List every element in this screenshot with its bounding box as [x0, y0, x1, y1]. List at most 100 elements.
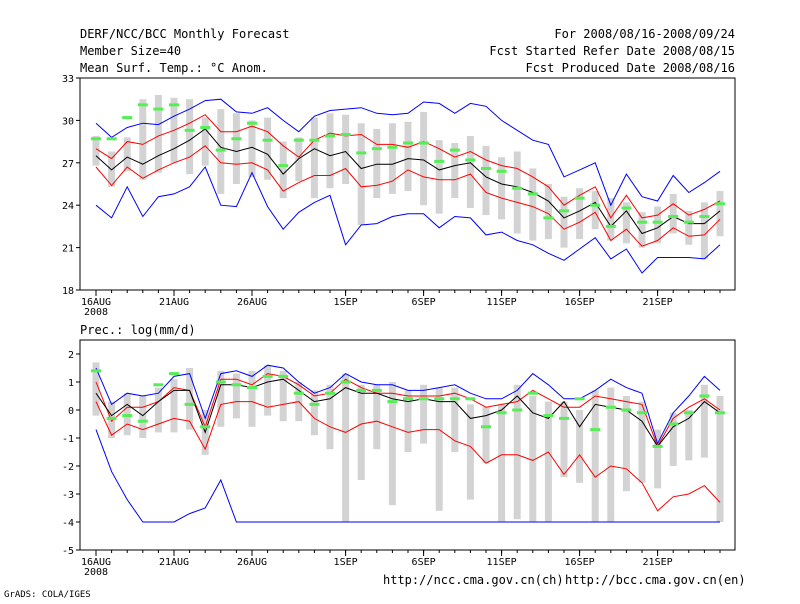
- temp-box-39: [700, 202, 708, 259]
- temp-box-1: [108, 151, 116, 187]
- temp-observed-13: [293, 138, 304, 142]
- temp-box-40: [716, 191, 724, 237]
- temp-observed-15: [325, 134, 335, 138]
- prec-series-lower: [95, 401, 721, 512]
- prec-series-mean: [95, 378, 721, 448]
- temp-box-19: [388, 123, 396, 194]
- temp-xtick-label-6: 16SEP: [565, 297, 595, 308]
- temp-observed-26: [496, 169, 507, 173]
- prec-box-25: [482, 407, 490, 464]
- prec-box-34: [622, 396, 630, 492]
- prec-box-6: [186, 368, 194, 430]
- temp-observed-30: [559, 209, 569, 213]
- prec-box-18: [373, 384, 381, 450]
- temp-box-14: [310, 117, 318, 199]
- prec-observed-23: [449, 397, 460, 401]
- prec-observed-7: [200, 425, 211, 429]
- temp-ytick-label-1: 21: [62, 244, 74, 255]
- prec-observed-37: [668, 422, 679, 426]
- temp-series-mean: [95, 128, 721, 235]
- prec-observed-1: [106, 416, 117, 420]
- temp-box-17: [357, 123, 365, 225]
- temp-observed-34: [621, 206, 632, 210]
- prec-xtick-label-4: 6SEP: [412, 557, 436, 568]
- bcc-link[interactable]: http://bcc.cma.gov.cn(en): [565, 573, 746, 587]
- prec-box-12: [279, 370, 287, 422]
- temp-box-32: [591, 191, 599, 230]
- prec-box-22: [435, 387, 443, 511]
- prec-xtick-label-6: 16SEP: [565, 557, 595, 568]
- prec-observed-20: [403, 397, 413, 401]
- prec-ytick-label-7: 2: [68, 350, 74, 361]
- header-start-ref: Fcst Started Refer Date 2008/08/15: [489, 44, 735, 58]
- prec-observed-26: [496, 411, 507, 415]
- prec-box-29: [544, 401, 552, 522]
- temp-box-31: [576, 188, 584, 240]
- grads-credit: GrADS: COLA/IGES: [4, 590, 91, 600]
- temp-box-21: [420, 111, 428, 206]
- temp-box-4: [154, 94, 162, 173]
- header-period: For 2008/08/16-2008/09/24: [554, 27, 735, 41]
- prec-box-9: [232, 373, 240, 419]
- prec-observed-33: [605, 405, 616, 409]
- prec-ytick-label-4: -1: [62, 434, 74, 445]
- temp-box-18: [373, 128, 381, 199]
- temp-box-0: [92, 135, 100, 166]
- temp-observed-37: [668, 215, 679, 219]
- temp-observed-17: [356, 151, 367, 155]
- prec-xtick-label-0: 16AUG: [81, 557, 111, 568]
- prec-observed-14: [309, 402, 320, 406]
- temp-observed-0: [91, 137, 101, 141]
- temp-observed-22: [434, 159, 445, 163]
- temp-observed-19: [387, 145, 398, 149]
- prec-box-36: [654, 429, 662, 489]
- temp-box-9: [232, 113, 240, 184]
- temp-ytick-label-3: 27: [62, 159, 74, 170]
- temp-observed-27: [512, 186, 523, 190]
- temp-box-12: [279, 141, 287, 199]
- prec-observed-5: [169, 372, 179, 376]
- prec-observed-18: [371, 388, 382, 392]
- temp-box-38: [685, 210, 693, 245]
- ncc-link[interactable]: http://ncc.cma.gov.cn(ch): [383, 573, 564, 587]
- prec-box-10: [248, 370, 256, 427]
- temp-box-30: [560, 196, 568, 248]
- prec-observed-10: [247, 386, 257, 390]
- prec-observed-40: [715, 411, 725, 415]
- prec-box-30: [560, 401, 568, 478]
- temp-observed-25: [481, 166, 491, 170]
- temp-observed-28: [527, 192, 538, 196]
- temp-observed-8: [215, 148, 226, 152]
- prec-box-35: [638, 401, 646, 483]
- temp-observed-31: [574, 196, 585, 200]
- prec-observed-35: [637, 411, 647, 415]
- temp-observed-40: [715, 202, 725, 206]
- prec-box-20: [404, 390, 412, 452]
- temp-box-36: [654, 206, 662, 244]
- temp-box-29: [544, 184, 552, 240]
- temp-xtick-label-1: 21AUG: [159, 297, 189, 308]
- temp-box-20: [404, 121, 412, 192]
- prec-observed-22: [434, 397, 445, 401]
- temp-observed-24: [465, 158, 476, 162]
- prec-box-16: [342, 373, 350, 522]
- prec-observed-13: [293, 391, 304, 395]
- prec-xtick-label-2: 26AUG: [237, 557, 267, 568]
- temp-box-33: [607, 198, 615, 241]
- temp-observed-38: [683, 220, 694, 224]
- prec-box-5: [170, 379, 178, 433]
- temp-series-lower: [95, 145, 721, 247]
- temp-box-10: [248, 120, 256, 177]
- prec-panel-title: Prec.: log(mm/d): [80, 323, 196, 337]
- temp-box-37: [669, 193, 677, 234]
- temp-observed-35: [637, 220, 647, 224]
- prec-observed-21: [418, 397, 429, 401]
- temp-xtick-label-5: 11SEP: [487, 297, 517, 308]
- temp-observed-3: [137, 103, 148, 107]
- prec-xtick-label-5: 11SEP: [487, 557, 517, 568]
- prec-observed-24: [465, 397, 476, 401]
- temp-xtick-label-7: 21SEP: [643, 297, 673, 308]
- prec-series-upper: [95, 373, 721, 448]
